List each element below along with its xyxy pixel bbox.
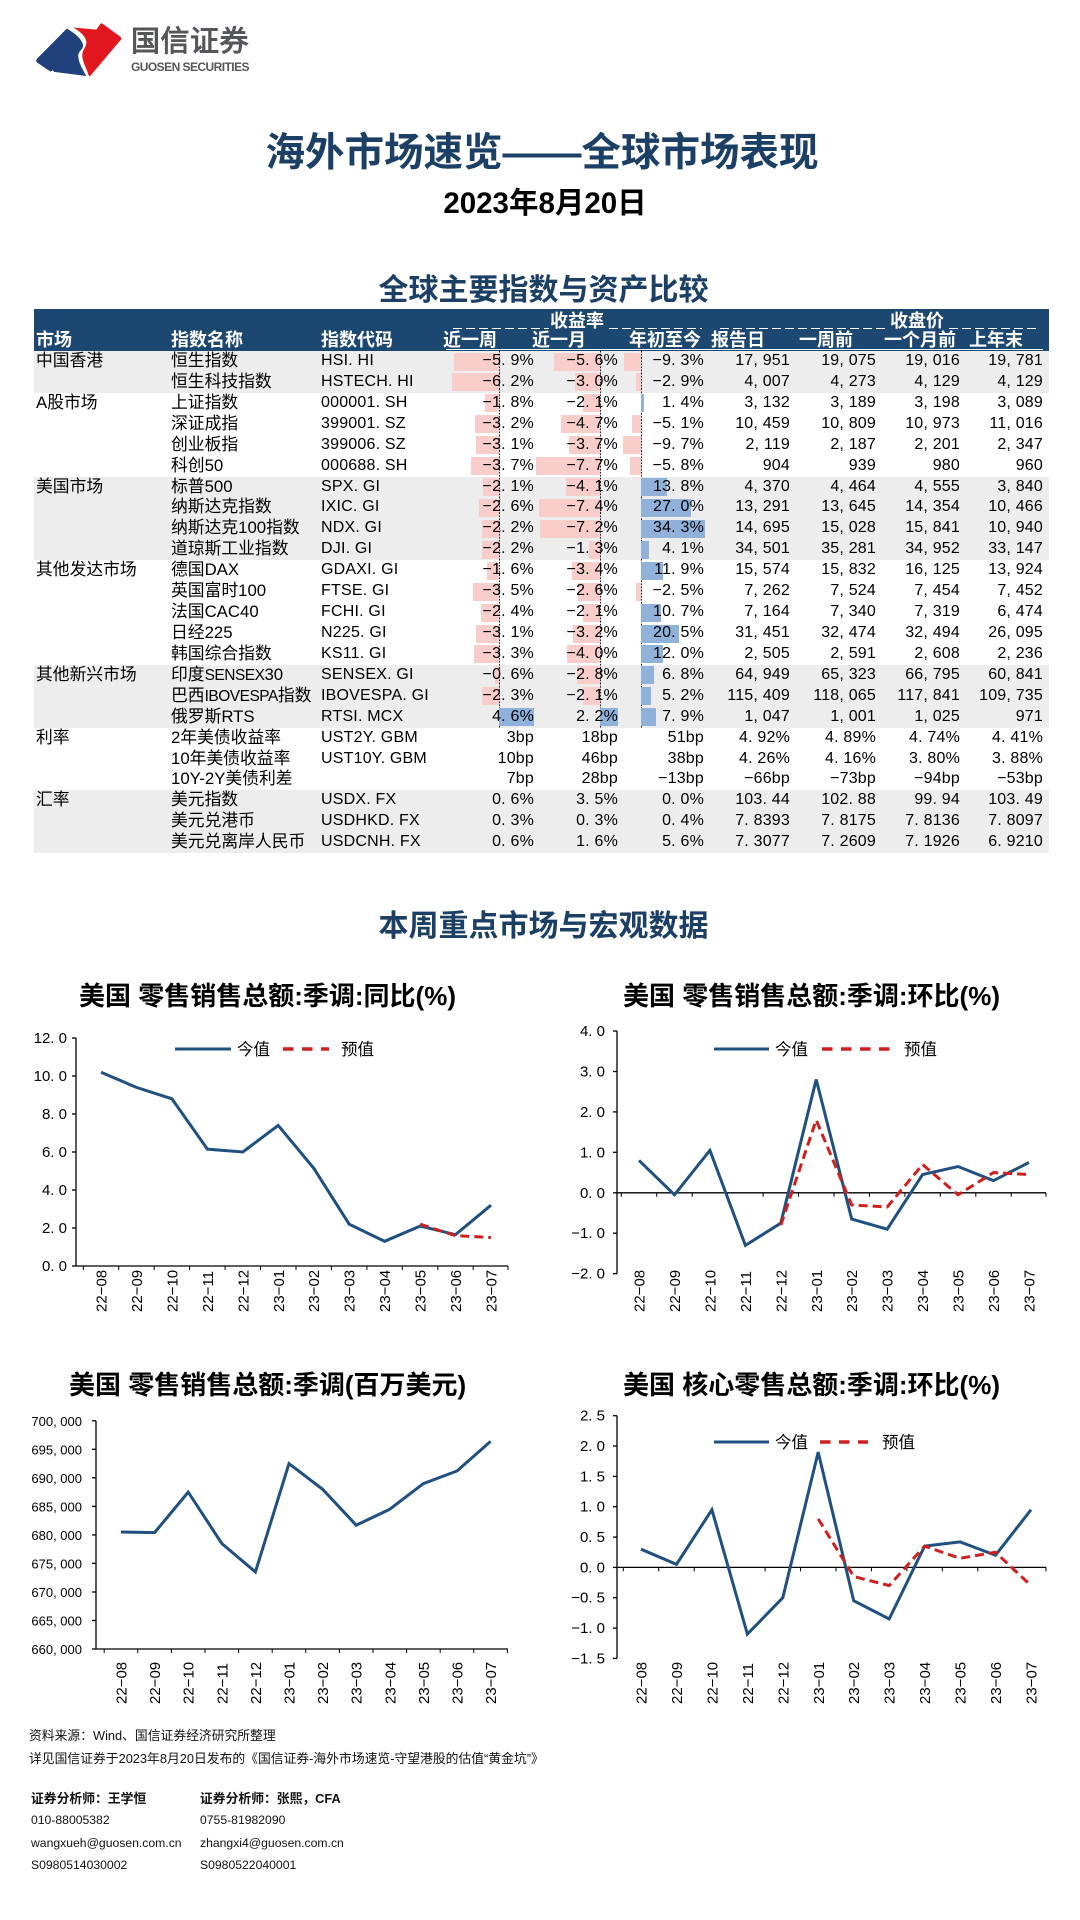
svg-text:23−01: 23−01 xyxy=(282,1662,299,1704)
svg-text:23−07: 23−07 xyxy=(484,1270,501,1312)
svg-text:美国 零售销售总额:季调:环比(%): 美国 零售销售总额:季调:环比(%) xyxy=(623,981,1000,1011)
svg-text:4. 0: 4. 0 xyxy=(580,1023,605,1040)
svg-text:23−04: 23−04 xyxy=(917,1662,934,1704)
svg-text:23−04: 23−04 xyxy=(377,1270,394,1312)
svg-text:23−05: 23−05 xyxy=(416,1662,433,1704)
svg-text:23−06: 23−06 xyxy=(448,1270,465,1312)
svg-text:23−06: 23−06 xyxy=(986,1270,1003,1312)
svg-text:23−04: 23−04 xyxy=(382,1662,399,1704)
svg-text:0. 0: 0. 0 xyxy=(42,1258,67,1275)
svg-text:700, 000: 700, 000 xyxy=(31,1414,82,1429)
svg-text:2. 0: 2. 0 xyxy=(580,1438,605,1455)
svg-text:4. 0: 4. 0 xyxy=(42,1182,67,1199)
svg-text:22−09: 22−09 xyxy=(667,1270,684,1312)
svg-text:23−01: 23−01 xyxy=(271,1270,288,1312)
svg-text:23−02: 23−02 xyxy=(844,1270,861,1312)
svg-text:0. 5: 0. 5 xyxy=(580,1529,605,1546)
svg-text:23−01: 23−01 xyxy=(809,1270,826,1312)
svg-text:660, 000: 660, 000 xyxy=(31,1642,82,1657)
svg-text:680, 000: 680, 000 xyxy=(31,1528,82,1543)
svg-text:1. 5: 1. 5 xyxy=(580,1468,605,1485)
svg-text:1. 0: 1. 0 xyxy=(580,1499,605,1516)
svg-text:23−02: 23−02 xyxy=(315,1662,332,1704)
svg-text:预值: 预值 xyxy=(904,1040,937,1059)
svg-text:22−09: 22−09 xyxy=(669,1662,686,1704)
svg-text:685, 000: 685, 000 xyxy=(31,1499,82,1514)
svg-text:今值: 今值 xyxy=(775,1040,808,1059)
svg-text:23−07: 23−07 xyxy=(1024,1662,1041,1704)
svg-text:0. 0: 0. 0 xyxy=(580,1559,605,1576)
svg-text:665, 000: 665, 000 xyxy=(31,1614,82,1629)
svg-text:今值: 今值 xyxy=(237,1040,270,1059)
svg-text:6. 0: 6. 0 xyxy=(42,1144,67,1161)
svg-text:8. 0: 8. 0 xyxy=(42,1106,67,1123)
svg-text:2. 5: 2. 5 xyxy=(580,1408,605,1425)
svg-text:22−10: 22−10 xyxy=(181,1662,198,1704)
svg-text:23−07: 23−07 xyxy=(483,1662,500,1704)
svg-text:22−08: 22−08 xyxy=(634,1662,651,1704)
svg-text:22−10: 22−10 xyxy=(164,1270,181,1312)
svg-text:23−05: 23−05 xyxy=(951,1270,968,1312)
svg-text:−1. 0: −1. 0 xyxy=(571,1620,605,1637)
svg-text:23−06: 23−06 xyxy=(988,1662,1005,1704)
svg-text:22−12: 22−12 xyxy=(775,1662,792,1704)
svg-text:12. 0: 12. 0 xyxy=(34,1030,67,1047)
svg-text:23−05: 23−05 xyxy=(953,1662,970,1704)
svg-text:0. 0: 0. 0 xyxy=(580,1185,605,1202)
svg-text:−0. 5: −0. 5 xyxy=(571,1590,605,1607)
svg-text:23−07: 23−07 xyxy=(1022,1270,1039,1312)
svg-text:23−03: 23−03 xyxy=(880,1270,897,1312)
svg-text:22−12: 22−12 xyxy=(248,1662,265,1704)
svg-text:22−10: 22−10 xyxy=(702,1270,719,1312)
svg-text:3. 0: 3. 0 xyxy=(580,1064,605,1081)
svg-text:1. 0: 1. 0 xyxy=(580,1144,605,1161)
svg-text:10. 0: 10. 0 xyxy=(34,1068,67,1085)
svg-text:22−12: 22−12 xyxy=(773,1270,790,1312)
svg-text:22−08: 22−08 xyxy=(632,1270,649,1312)
svg-text:23−02: 23−02 xyxy=(306,1270,323,1312)
svg-text:670, 000: 670, 000 xyxy=(31,1585,82,1600)
svg-text:预值: 预值 xyxy=(341,1040,374,1059)
svg-text:22−11: 22−11 xyxy=(214,1663,231,1704)
svg-text:22−09: 22−09 xyxy=(129,1270,146,1312)
svg-text:23−03: 23−03 xyxy=(349,1662,366,1704)
svg-text:22−08: 22−08 xyxy=(94,1270,111,1312)
svg-text:预值: 预值 xyxy=(882,1433,915,1452)
svg-text:690, 000: 690, 000 xyxy=(31,1471,82,1486)
svg-text:23−01: 23−01 xyxy=(811,1662,828,1704)
svg-text:23−03: 23−03 xyxy=(882,1662,899,1704)
svg-text:23−05: 23−05 xyxy=(413,1270,430,1312)
svg-text:23−04: 23−04 xyxy=(915,1270,932,1312)
svg-text:675, 000: 675, 000 xyxy=(31,1556,82,1571)
svg-text:22−11: 22−11 xyxy=(200,1271,217,1312)
svg-text:2. 0: 2. 0 xyxy=(580,1104,605,1121)
svg-text:美国 零售销售总额:季调:同比(%): 美国 零售销售总额:季调:同比(%) xyxy=(79,981,456,1011)
svg-text:今值: 今值 xyxy=(775,1433,808,1452)
svg-text:−1. 5: −1. 5 xyxy=(571,1650,605,1667)
svg-text:23−02: 23−02 xyxy=(846,1662,863,1704)
svg-text:22−11: 22−11 xyxy=(740,1663,757,1704)
svg-text:23−03: 23−03 xyxy=(342,1270,359,1312)
svg-text:美国 零售销售总额:季调(百万美元): 美国 零售销售总额:季调(百万美元) xyxy=(69,1370,466,1400)
svg-text:22−10: 22−10 xyxy=(704,1662,721,1704)
svg-text:−2. 0: −2. 0 xyxy=(571,1266,605,1283)
svg-text:22−08: 22−08 xyxy=(114,1662,131,1704)
svg-text:22−12: 22−12 xyxy=(235,1270,252,1312)
svg-text:2. 0: 2. 0 xyxy=(42,1220,67,1237)
svg-text:22−11: 22−11 xyxy=(738,1271,755,1312)
svg-text:美国 核心零售总额:季调:环比(%): 美国 核心零售总额:季调:环比(%) xyxy=(623,1370,1000,1400)
svg-text:23−06: 23−06 xyxy=(450,1662,467,1704)
svg-text:695, 000: 695, 000 xyxy=(31,1442,82,1457)
svg-text:−1. 0: −1. 0 xyxy=(571,1225,605,1242)
svg-text:22−09: 22−09 xyxy=(147,1662,164,1704)
